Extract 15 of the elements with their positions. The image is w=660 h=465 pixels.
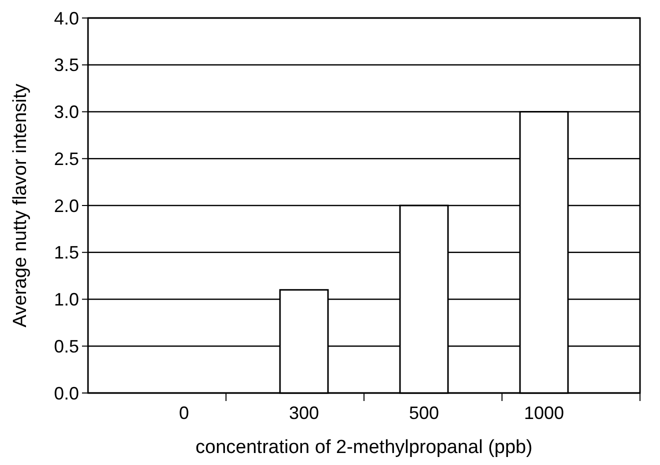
y-tick-label: 3.5 — [54, 55, 79, 76]
y-tick-label: 0.5 — [54, 336, 79, 356]
y-tick-label: 1.0 — [54, 290, 79, 310]
x-tick-label: 1000 — [524, 403, 564, 423]
y-tick-label: 4.0 — [54, 8, 79, 28]
y-tick-label: 0.0 — [54, 383, 79, 404]
x-tick-label: 300 — [288, 403, 320, 423]
y-axis-title: Average nutty flavor intensity — [10, 83, 31, 328]
y-tick-label: 1.5 — [54, 242, 79, 263]
x-axis-title: concentration of 2-methylpropanal (ppb) — [196, 437, 532, 458]
y-tick-label: 3.0 — [54, 102, 79, 122]
y-tick-label: 2.5 — [54, 148, 79, 169]
y-tick-label: 2.0 — [54, 196, 79, 216]
x-tick-label: 500 — [408, 403, 440, 423]
x-tick-label: 0 — [178, 403, 190, 423]
